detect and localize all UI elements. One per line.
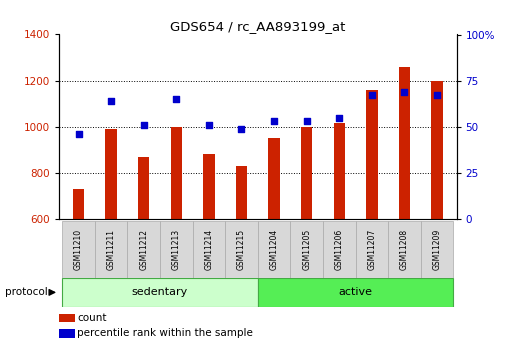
Bar xyxy=(366,90,378,219)
Text: GSM11204: GSM11204 xyxy=(269,229,279,270)
Bar xyxy=(388,221,421,278)
Bar xyxy=(62,221,95,278)
Point xyxy=(205,122,213,128)
Bar xyxy=(258,278,453,307)
Text: GSM11207: GSM11207 xyxy=(367,229,377,270)
Text: GSM11208: GSM11208 xyxy=(400,229,409,270)
Bar xyxy=(290,221,323,278)
Point xyxy=(400,89,408,95)
Bar xyxy=(106,129,117,219)
Bar xyxy=(431,81,443,219)
Point xyxy=(270,118,278,124)
Point xyxy=(335,115,343,120)
Point xyxy=(74,131,83,137)
Text: GSM11210: GSM11210 xyxy=(74,229,83,270)
Bar xyxy=(95,221,127,278)
Text: sedentary: sedentary xyxy=(132,287,188,297)
Bar xyxy=(268,138,280,219)
Bar xyxy=(356,221,388,278)
Bar xyxy=(73,189,84,219)
Text: GSM11205: GSM11205 xyxy=(302,229,311,270)
Bar xyxy=(333,123,345,219)
Text: GSM11212: GSM11212 xyxy=(139,229,148,270)
Point xyxy=(303,118,311,124)
Bar xyxy=(236,166,247,219)
Bar xyxy=(192,221,225,278)
Bar xyxy=(323,221,356,278)
Text: GSM11215: GSM11215 xyxy=(237,229,246,270)
Bar xyxy=(160,221,192,278)
Point xyxy=(140,122,148,128)
Bar xyxy=(127,221,160,278)
Bar xyxy=(203,155,214,219)
Point xyxy=(238,126,246,131)
Text: GSM11213: GSM11213 xyxy=(172,229,181,270)
Text: GSM11211: GSM11211 xyxy=(107,229,115,270)
Text: active: active xyxy=(339,287,372,297)
Point xyxy=(107,98,115,104)
Bar xyxy=(59,329,75,338)
Text: protocol: protocol xyxy=(5,287,48,297)
Bar xyxy=(59,314,75,322)
Text: percentile rank within the sample: percentile rank within the sample xyxy=(77,328,253,338)
Text: count: count xyxy=(77,313,106,323)
Bar xyxy=(421,221,453,278)
Text: GSM11206: GSM11206 xyxy=(335,229,344,270)
Text: GSM11209: GSM11209 xyxy=(432,229,442,270)
Bar xyxy=(171,127,182,219)
Bar xyxy=(258,221,290,278)
Bar xyxy=(138,157,149,219)
Point xyxy=(368,93,376,98)
Bar xyxy=(225,221,258,278)
Point xyxy=(433,93,441,98)
Bar xyxy=(301,127,312,219)
Point xyxy=(172,96,181,102)
Title: GDS654 / rc_AA893199_at: GDS654 / rc_AA893199_at xyxy=(170,20,345,33)
Bar xyxy=(62,278,258,307)
Bar xyxy=(399,67,410,219)
Text: GSM11214: GSM11214 xyxy=(204,229,213,270)
